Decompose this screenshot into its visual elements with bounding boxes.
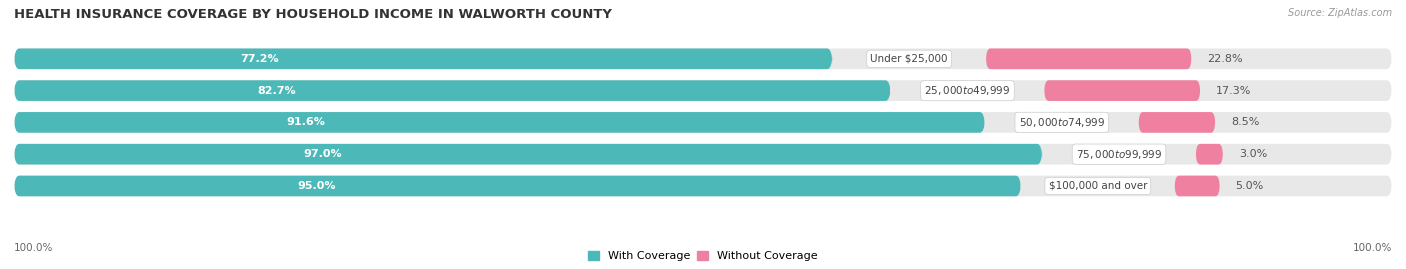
Text: 82.7%: 82.7%	[257, 86, 297, 95]
FancyBboxPatch shape	[14, 48, 832, 69]
FancyBboxPatch shape	[14, 176, 1021, 196]
Text: HEALTH INSURANCE COVERAGE BY HOUSEHOLD INCOME IN WALWORTH COUNTY: HEALTH INSURANCE COVERAGE BY HOUSEHOLD I…	[14, 8, 612, 21]
FancyBboxPatch shape	[986, 48, 1191, 69]
Text: 100.0%: 100.0%	[1353, 243, 1392, 253]
FancyBboxPatch shape	[1174, 176, 1220, 196]
Text: 77.2%: 77.2%	[240, 54, 278, 64]
Text: 100.0%: 100.0%	[14, 243, 53, 253]
Text: $100,000 and over: $100,000 and over	[1049, 181, 1147, 191]
Text: $50,000 to $74,999: $50,000 to $74,999	[1018, 116, 1105, 129]
Text: 8.5%: 8.5%	[1232, 117, 1260, 128]
Text: $25,000 to $49,999: $25,000 to $49,999	[924, 84, 1011, 97]
FancyBboxPatch shape	[14, 48, 1392, 69]
Text: 5.0%: 5.0%	[1236, 181, 1264, 191]
Text: 17.3%: 17.3%	[1216, 86, 1251, 95]
Text: Source: ZipAtlas.com: Source: ZipAtlas.com	[1288, 8, 1392, 18]
FancyBboxPatch shape	[1045, 80, 1201, 101]
Text: 22.8%: 22.8%	[1208, 54, 1243, 64]
Text: $75,000 to $99,999: $75,000 to $99,999	[1076, 148, 1163, 161]
FancyBboxPatch shape	[1139, 112, 1215, 133]
FancyBboxPatch shape	[14, 176, 1392, 196]
FancyBboxPatch shape	[14, 112, 986, 133]
Text: 97.0%: 97.0%	[304, 149, 342, 159]
FancyBboxPatch shape	[14, 112, 1392, 133]
FancyBboxPatch shape	[14, 80, 1392, 101]
FancyBboxPatch shape	[1197, 144, 1223, 165]
Text: 91.6%: 91.6%	[285, 117, 325, 128]
Text: 95.0%: 95.0%	[297, 181, 336, 191]
Legend: With Coverage, Without Coverage: With Coverage, Without Coverage	[586, 249, 820, 263]
Text: 3.0%: 3.0%	[1239, 149, 1267, 159]
FancyBboxPatch shape	[14, 144, 1042, 165]
Text: Under $25,000: Under $25,000	[870, 54, 948, 64]
FancyBboxPatch shape	[14, 80, 890, 101]
FancyBboxPatch shape	[14, 144, 1392, 165]
